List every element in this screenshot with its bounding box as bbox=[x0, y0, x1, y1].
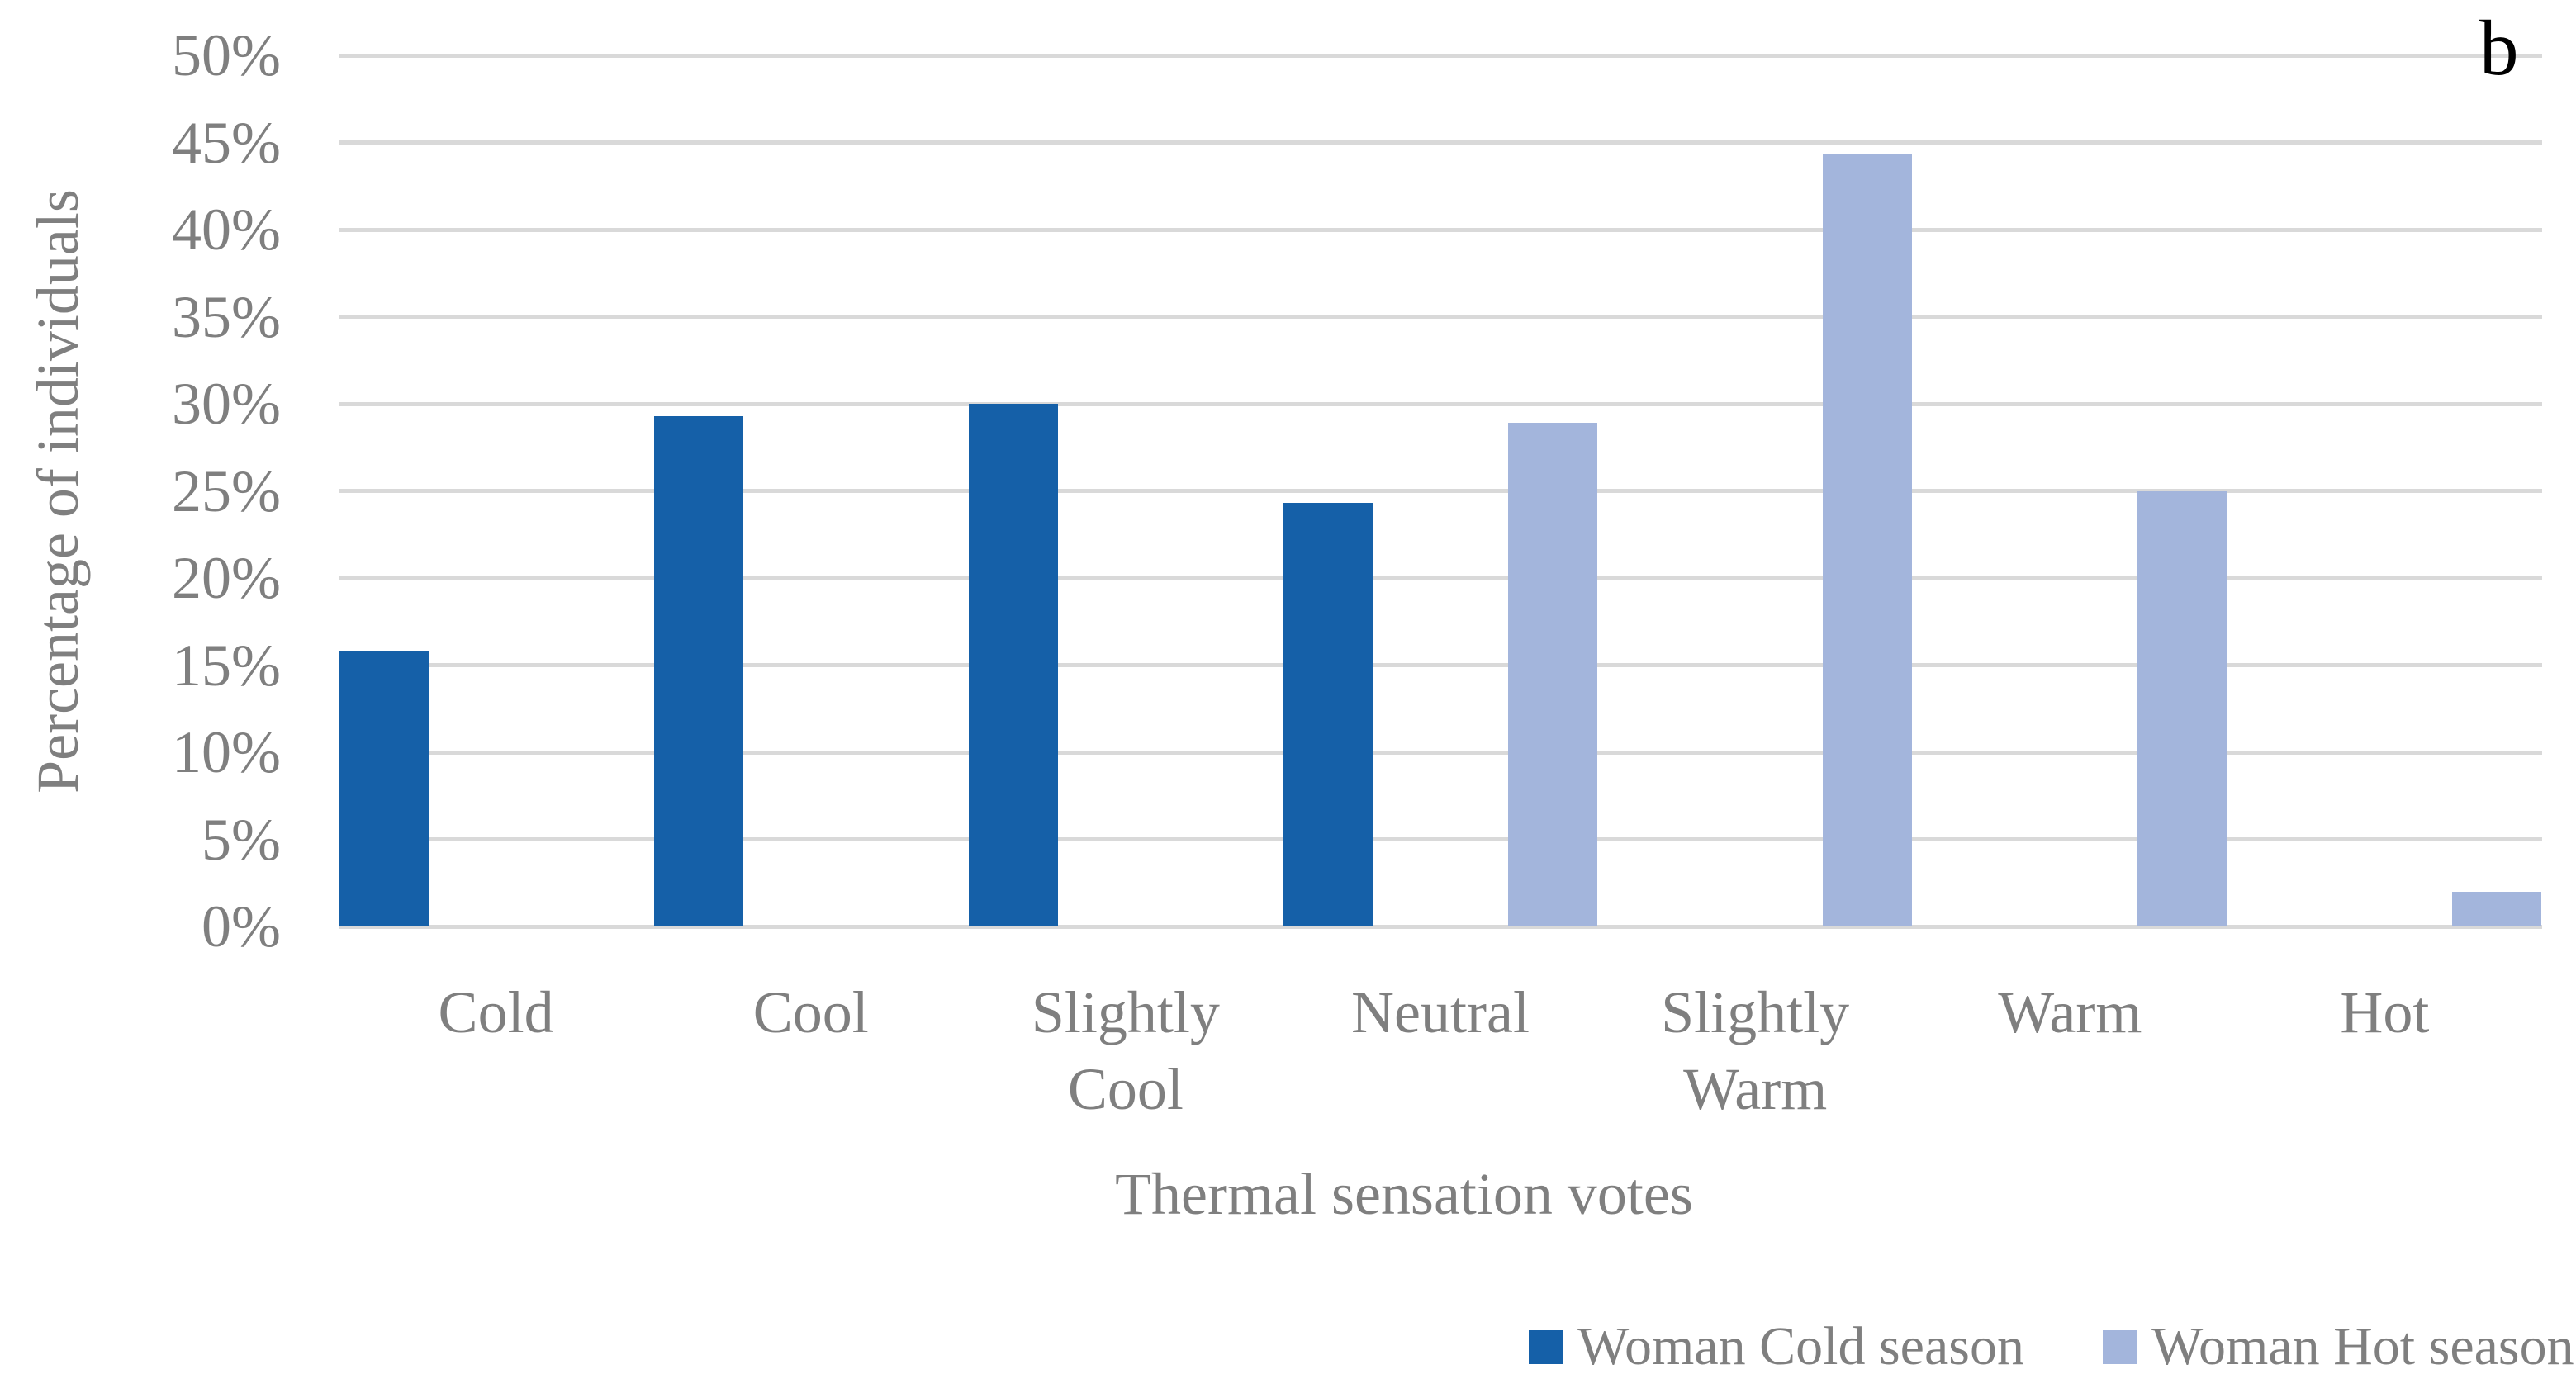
grid-line bbox=[339, 837, 2542, 841]
bar-woman-hot-season-neutral bbox=[1508, 423, 1597, 926]
bar-woman-cold-season-cold bbox=[339, 651, 429, 926]
legend-swatch-icon bbox=[2103, 1329, 2137, 1364]
grid-line bbox=[339, 315, 2542, 319]
y-tick-label: 15% bbox=[172, 632, 281, 699]
y-tick-label: 5% bbox=[202, 806, 281, 873]
grid-line bbox=[339, 576, 2542, 580]
y-tick-label: 25% bbox=[172, 457, 281, 524]
grid-line bbox=[339, 140, 2542, 145]
legend-swatch-icon bbox=[1529, 1329, 1563, 1364]
x-category-label-cool: Cool bbox=[752, 979, 869, 1045]
y-tick-label: 35% bbox=[172, 283, 281, 350]
legend-item-woman-cold-season: Woman Cold season bbox=[1529, 1320, 2024, 1374]
bar-woman-hot-season-hot bbox=[2452, 891, 2542, 926]
y-tick-label: 0% bbox=[202, 893, 281, 959]
y-tick-label: 50% bbox=[172, 22, 281, 88]
grid-line bbox=[339, 489, 2542, 493]
grid-line bbox=[339, 401, 2542, 406]
panel-label-b: b bbox=[2479, 4, 2519, 92]
y-tick-label: 10% bbox=[172, 719, 281, 785]
y-tick-label: 40% bbox=[172, 197, 281, 263]
bar-woman-cold-season-neutral bbox=[1283, 503, 1373, 926]
bar-woman-cold-season-slightly-cool bbox=[968, 404, 1058, 926]
x-category-label-slightly-warm: Slightly Warm bbox=[1661, 979, 1850, 1122]
x-category-label-neutral: Neutral bbox=[1351, 979, 1530, 1045]
y-tick-label: 30% bbox=[172, 371, 281, 437]
y-tick-label: 45% bbox=[172, 109, 281, 176]
bar-woman-hot-season-warm bbox=[2137, 490, 2227, 926]
x-category-label-cold: Cold bbox=[438, 979, 554, 1045]
legend-label: Woman Cold season bbox=[1577, 1316, 2024, 1376]
grid-line bbox=[339, 663, 2542, 667]
x-category-label-slightly-cool: Slightly Cool bbox=[1031, 979, 1220, 1122]
x-axis-title: Thermal sensation votes bbox=[1115, 1161, 1693, 1227]
x-category-label-hot: Hot bbox=[2340, 979, 2430, 1045]
legend-label: Woman Hot season bbox=[2151, 1316, 2574, 1376]
plot-area bbox=[339, 53, 2542, 929]
bar-woman-hot-season-slightly-warm bbox=[1823, 154, 1913, 926]
x-category-label-warm: Warm bbox=[1998, 979, 2142, 1045]
y-axis-title: Percentage of individuals bbox=[25, 189, 91, 794]
grid-line bbox=[339, 750, 2542, 755]
legend-item-woman-hot-season: Woman Hot season bbox=[2103, 1320, 2574, 1374]
bar-woman-cold-season-cool bbox=[653, 415, 743, 926]
grid-line bbox=[339, 53, 2542, 58]
y-tick-label: 20% bbox=[172, 545, 281, 611]
x-axis-line bbox=[339, 924, 2542, 929]
grid-line bbox=[339, 227, 2542, 232]
